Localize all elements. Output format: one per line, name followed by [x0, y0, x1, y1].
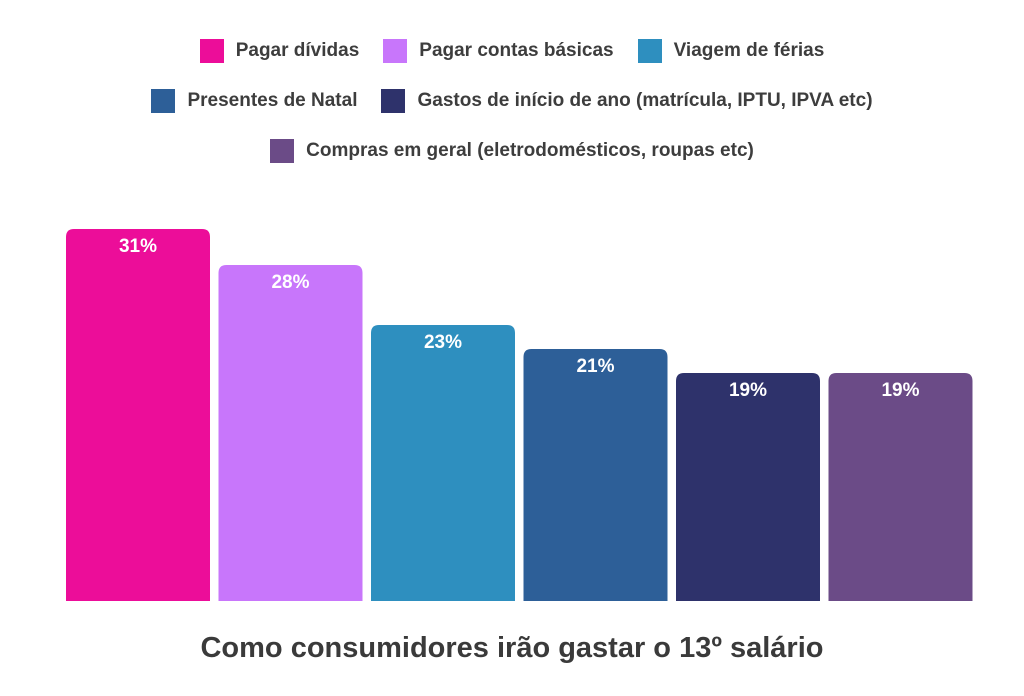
legend-item-viagem-de-ferias: Viagem de férias — [637, 39, 825, 63]
bar-value-label: 31% — [119, 236, 157, 257]
legend-label: Pagar dívidas — [235, 40, 360, 61]
bar-value-label: 21% — [576, 356, 614, 377]
bar-value-label: 19% — [881, 380, 919, 401]
chart-legend: Pagar dívidas Pagar contas básicas Viage… — [0, 34, 1024, 184]
legend-swatch — [381, 89, 406, 113]
bar-value-label: 19% — [729, 380, 767, 401]
legend-swatch — [199, 39, 224, 63]
legend-swatch — [383, 39, 408, 63]
legend-row-3: Compras em geral (eletrodomésticos, roup… — [0, 134, 1024, 168]
bar — [828, 373, 973, 601]
legend-label: Pagar contas básicas — [419, 40, 614, 61]
legend-swatch — [637, 39, 662, 63]
legend-label: Compras em geral (eletrodomésticos, roup… — [306, 140, 754, 161]
legend-swatch — [270, 139, 295, 163]
bar — [676, 373, 820, 601]
bar-value-label: 28% — [271, 272, 309, 293]
bar — [523, 349, 668, 601]
legend-item-pagar-contas-basicas: Pagar contas básicas — [383, 39, 614, 63]
legend-label: Presentes de Natal — [187, 90, 358, 111]
chart-title: Como consumidores irão gastar o 13º salá… — [200, 632, 824, 664]
legend-item-pagar-dividas: Pagar dívidas — [199, 39, 360, 63]
legend-item-presentes-de-natal: Presentes de Natal — [151, 89, 357, 113]
legend-row-1: Pagar dívidas Pagar contas básicas Viage… — [0, 34, 1024, 68]
legend-label: Viagem de férias — [673, 40, 825, 61]
legend-item-gastos-inicio-ano: Gastos de início de ano (matrícula, IPTU… — [381, 89, 873, 113]
bar — [66, 229, 210, 601]
legend-swatch — [151, 89, 176, 113]
legend-item-compras-em-geral: Compras em geral (eletrodomésticos, roup… — [270, 139, 754, 163]
legend-row-2: Presentes de Natal Gastos de início de a… — [0, 84, 1024, 118]
bar-value-label: 23% — [424, 332, 462, 353]
bar — [218, 265, 363, 601]
bar — [371, 325, 515, 601]
legend-label: Gastos de início de ano (matrícula, IPTU… — [417, 90, 873, 111]
